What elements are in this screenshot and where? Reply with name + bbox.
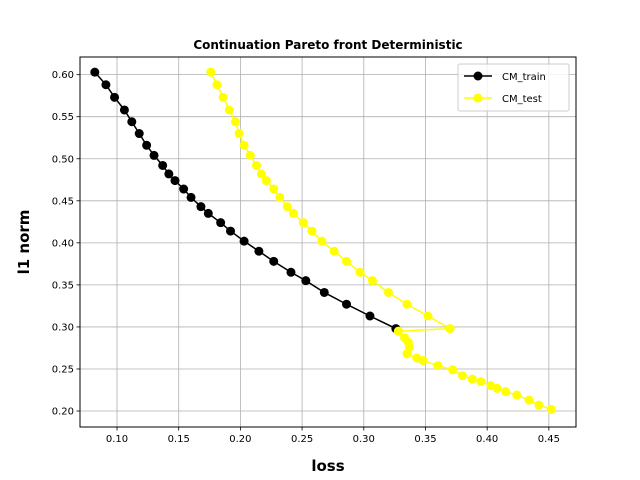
data-point-cm-train [269, 256, 279, 266]
data-point-cm-test [492, 383, 502, 393]
data-point-cm-test [245, 150, 255, 160]
legend-label-cm-train: CM_train [502, 72, 546, 83]
x-axis-label: loss [311, 457, 344, 475]
data-point-cm-train [149, 150, 159, 160]
data-point-cm-train [239, 236, 249, 246]
data-point-cm-test [367, 276, 377, 286]
data-point-cm-test [393, 326, 403, 336]
data-point-cm-test [433, 361, 443, 371]
data-point-cm-train [158, 160, 168, 170]
data-point-cm-test [288, 208, 298, 218]
legend: CM_train CM_test [457, 63, 570, 112]
data-point-cm-train [186, 192, 196, 202]
data-point-cm-train [119, 105, 129, 115]
data-point-cm-train [127, 117, 137, 127]
data-point-cm-test [383, 287, 393, 297]
data-point-cm-train [142, 140, 152, 150]
data-point-cm-train [286, 267, 296, 277]
data-point-cm-test [546, 404, 556, 414]
x-tick-label: 0.15 [168, 434, 190, 445]
data-point-cm-test [402, 349, 412, 359]
chart-title: Continuation Pareto front Deterministic [193, 38, 462, 52]
y-axis-label: l1 norm [15, 210, 33, 275]
data-point-cm-train [110, 92, 120, 102]
data-point-cm-test [342, 256, 352, 266]
y-tick-label: 0.40 [52, 238, 74, 249]
data-point-cm-train [164, 169, 174, 179]
data-point-cm-test [445, 324, 455, 334]
data-point-cm-test [230, 117, 240, 127]
data-point-cm-test [501, 387, 511, 397]
data-point-cm-train [170, 176, 180, 186]
data-point-cm-test [275, 192, 285, 202]
data-point-cm-test [261, 176, 271, 186]
data-point-cm-test [307, 226, 317, 236]
data-point-cm-train [203, 208, 213, 218]
data-point-cm-train [254, 246, 264, 256]
y-tick-label: 0.55 [52, 112, 74, 123]
y-tick-label: 0.60 [52, 70, 74, 81]
data-point-cm-test [234, 129, 244, 139]
data-point-cm-test [355, 267, 365, 277]
y-tick-label: 0.30 [52, 322, 74, 333]
x-tick-label: 0.20 [229, 434, 251, 445]
legend-marker-cm-test [473, 93, 483, 103]
data-point-cm-test [224, 105, 234, 115]
y-tick-label: 0.50 [52, 154, 74, 165]
series-cm-test [206, 67, 556, 414]
data-point-cm-test [239, 140, 249, 150]
data-point-cm-test [448, 365, 458, 375]
data-point-cm-test [317, 236, 327, 246]
data-point-cm-test [298, 218, 308, 228]
series-layer [90, 67, 556, 414]
data-point-cm-test [467, 374, 477, 384]
x-tick-label: 0.25 [291, 434, 313, 445]
x-tick-label: 0.40 [476, 434, 498, 445]
data-point-cm-test [206, 67, 216, 77]
data-point-cm-train [319, 287, 329, 297]
data-point-cm-train [216, 218, 226, 228]
x-tick-label: 0.35 [414, 434, 436, 445]
data-point-cm-test [476, 377, 486, 387]
data-point-cm-test [418, 356, 428, 366]
data-point-cm-test [218, 92, 228, 102]
y-tick-label: 0.20 [52, 407, 74, 418]
ticks: 0.10 0.15 0.20 0.25 0.30 0.35 0.40 0.45 0.20 0.25… [52, 70, 560, 445]
data-point-cm-test [256, 169, 266, 179]
y-tick-label: 0.25 [52, 364, 74, 375]
data-point-cm-train [179, 184, 189, 194]
data-point-cm-test [457, 371, 467, 381]
x-tick-label: 0.10 [106, 434, 128, 445]
data-point-cm-train [101, 80, 111, 90]
legend-label-cm-test: CM_test [502, 94, 542, 105]
data-point-cm-test [329, 246, 339, 256]
data-point-cm-test [534, 400, 544, 410]
data-point-cm-train [90, 67, 100, 77]
data-point-cm-test [251, 160, 261, 170]
legend-marker-cm-train [473, 71, 483, 81]
data-point-cm-test [512, 390, 522, 400]
series-cm-train [90, 67, 401, 334]
data-point-cm-train [365, 311, 375, 321]
data-point-cm-train [226, 226, 236, 236]
y-tick-label: 0.45 [52, 196, 74, 207]
data-point-cm-test [402, 299, 412, 309]
data-point-cm-test [423, 311, 433, 321]
grid [80, 57, 576, 427]
data-point-cm-test [282, 202, 292, 212]
data-point-cm-test [269, 184, 279, 194]
data-point-cm-train [134, 129, 144, 139]
data-point-cm-test [212, 80, 222, 90]
plot-frame [79, 56, 577, 428]
x-tick-label: 0.45 [538, 434, 560, 445]
data-point-cm-train [196, 202, 206, 212]
x-tick-label: 0.30 [353, 434, 375, 445]
y-tick-label: 0.35 [52, 280, 74, 291]
data-point-cm-train [301, 276, 311, 286]
data-point-cm-test [524, 395, 534, 405]
data-point-cm-train [342, 299, 352, 309]
